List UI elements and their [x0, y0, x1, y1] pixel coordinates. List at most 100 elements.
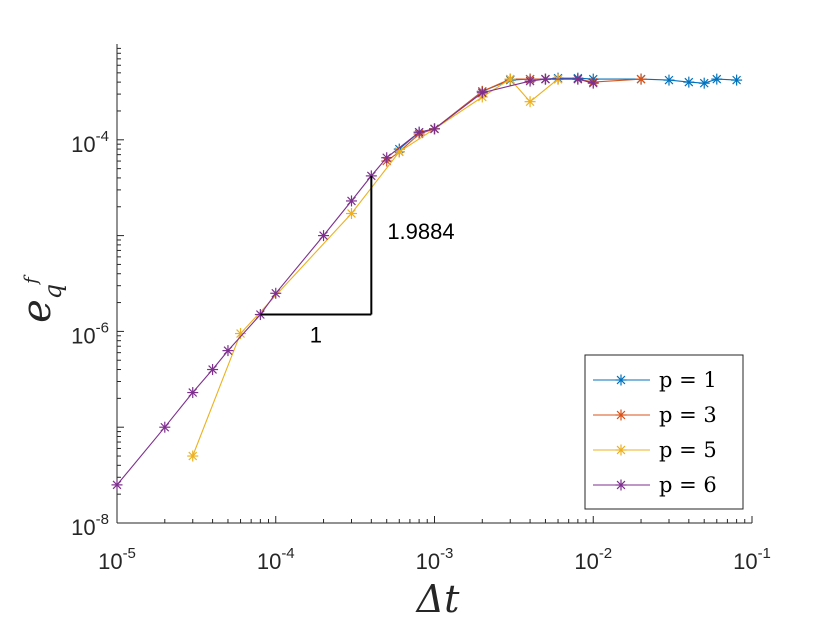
y-axis-label-sub: q [39, 284, 67, 299]
data-point [524, 96, 536, 108]
x-tick-base: 10 [733, 549, 757, 574]
star-stroke [382, 153, 392, 163]
data-point [539, 73, 551, 85]
legend-marker [615, 444, 627, 456]
series-line [192, 78, 559, 457]
y-tick-exponent: -6 [96, 319, 109, 336]
star-stroke [664, 75, 674, 85]
x-axis-label: Δt [415, 577, 460, 621]
tick-labels: 10-5 10-4 10-3 10-2 10-110-810-610-4 [71, 128, 771, 574]
data-point [159, 421, 171, 433]
data-point [663, 74, 675, 86]
star-stroke [236, 329, 245, 338]
legend-entry: p = 6 [593, 473, 717, 497]
data-point [222, 345, 234, 357]
x-tick-exponent: -5 [123, 545, 136, 562]
y-tick-exponent: -4 [96, 128, 109, 145]
series-layer [111, 72, 743, 491]
data-point [429, 123, 440, 135]
x-tick-label: 10-3 [416, 545, 454, 574]
star-stroke [525, 97, 535, 107]
star-stroke [616, 445, 626, 455]
legend-entry: p = 5 [593, 438, 717, 462]
data-point [698, 77, 710, 89]
star-stroke [430, 124, 439, 134]
series-line [116, 78, 594, 486]
data-point [393, 146, 405, 158]
x-tick-base: 10 [257, 549, 281, 574]
star-stroke [223, 346, 233, 356]
svg-text:eqf: eqf [14, 274, 67, 323]
y-tick-base: 10 [71, 515, 95, 540]
star-stroke [347, 209, 356, 218]
legend-marker [615, 479, 627, 491]
series-2 [381, 73, 647, 167]
data-point [345, 195, 357, 207]
star-stroke [732, 75, 741, 85]
legend-box [584, 354, 744, 510]
y-tick-label: 10-4 [71, 128, 109, 157]
y-tick-label: 10-8 [71, 511, 109, 540]
legend-label: p = 1 [659, 368, 717, 392]
star-stroke [616, 410, 626, 420]
y-tick-base: 10 [71, 323, 95, 348]
legend-entry: p = 3 [593, 403, 717, 427]
x-tick-exponent: -1 [758, 545, 771, 562]
data-point [635, 73, 647, 85]
star-stroke [414, 127, 424, 137]
star-stroke [188, 388, 198, 397]
legend-label: p = 6 [659, 473, 717, 497]
data-point [187, 387, 199, 399]
triangle-run-label: 1 [310, 323, 322, 348]
star-stroke [616, 375, 626, 385]
legend-entry: p = 1 [593, 368, 717, 392]
data-point [381, 152, 393, 164]
x-tick-label: 10-4 [257, 545, 295, 574]
data-point [318, 230, 330, 242]
data-point [270, 287, 282, 299]
data-point [683, 76, 695, 88]
slope-triangle: 1 1.9884 [260, 175, 455, 348]
star-stroke [616, 480, 626, 490]
star-stroke [112, 480, 122, 490]
series-line [386, 78, 642, 162]
data-point [413, 126, 425, 138]
x-tick-label: 10-5 [98, 545, 136, 574]
x-tick-base: 10 [98, 549, 122, 574]
star-stroke [394, 147, 404, 157]
star-stroke [160, 422, 170, 432]
star-stroke [699, 78, 709, 88]
data-point [111, 479, 123, 491]
data-point [345, 208, 357, 220]
legend-marker [615, 409, 627, 421]
star-stroke [319, 231, 328, 240]
legend-marker [615, 374, 627, 386]
star-stroke [271, 288, 281, 298]
x-tick-label: 10-2 [574, 545, 612, 574]
star-stroke [525, 76, 535, 86]
data-point [572, 73, 584, 85]
star-stroke [541, 74, 550, 84]
data-point [711, 73, 723, 85]
star-stroke [588, 78, 598, 88]
triangle-rise-label: 1.9884 [387, 219, 454, 244]
y-tick-label: 10-6 [71, 319, 109, 348]
y-axis-label-base: e [14, 299, 60, 323]
legend-label: p = 3 [659, 403, 717, 427]
legend: p = 1 p = 3 p = 5 p = 6 [584, 354, 744, 510]
x-tick-base: 10 [574, 549, 598, 574]
series-4 [111, 73, 599, 491]
data-point [207, 364, 219, 376]
star-stroke [505, 74, 515, 84]
series-1 [393, 72, 743, 155]
star-stroke [208, 365, 217, 374]
x-tick-exponent: -4 [281, 545, 294, 562]
star-stroke [684, 77, 694, 87]
star-stroke [573, 74, 583, 84]
data-point [731, 74, 743, 86]
star-stroke [188, 451, 198, 461]
data-point [587, 77, 599, 89]
data-point [187, 450, 199, 462]
star-stroke [712, 74, 722, 84]
